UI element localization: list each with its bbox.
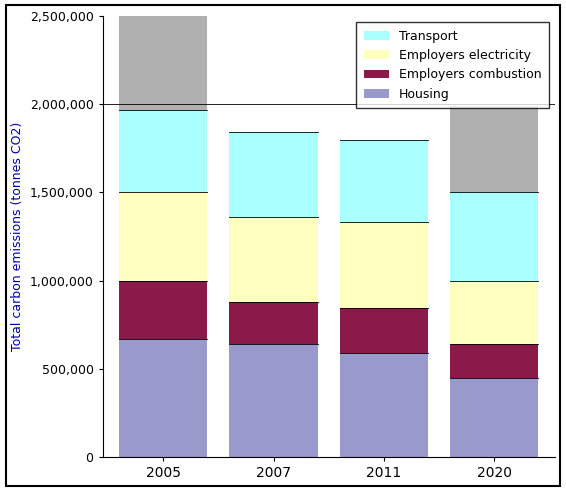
Bar — [119, 280, 207, 339]
Y-axis label: Total carbon emissions (tonnes CO2): Total carbon emissions (tonnes CO2) — [11, 122, 24, 351]
Bar — [450, 106, 538, 192]
Bar — [119, 16, 207, 109]
Bar — [340, 308, 428, 353]
Bar — [340, 353, 428, 457]
Bar — [450, 344, 538, 378]
Bar — [340, 221, 428, 308]
Bar — [119, 192, 207, 280]
Bar — [229, 133, 318, 217]
Bar — [229, 344, 318, 457]
Legend: Transport, Employers electricity, Employers combustion, Housing: Transport, Employers electricity, Employ… — [356, 23, 548, 108]
Bar — [229, 301, 318, 344]
Bar — [119, 109, 207, 192]
Bar — [229, 217, 318, 301]
Bar — [119, 339, 207, 457]
Bar — [450, 378, 538, 457]
Bar — [450, 192, 538, 280]
Bar — [340, 139, 428, 221]
Bar — [450, 280, 538, 344]
